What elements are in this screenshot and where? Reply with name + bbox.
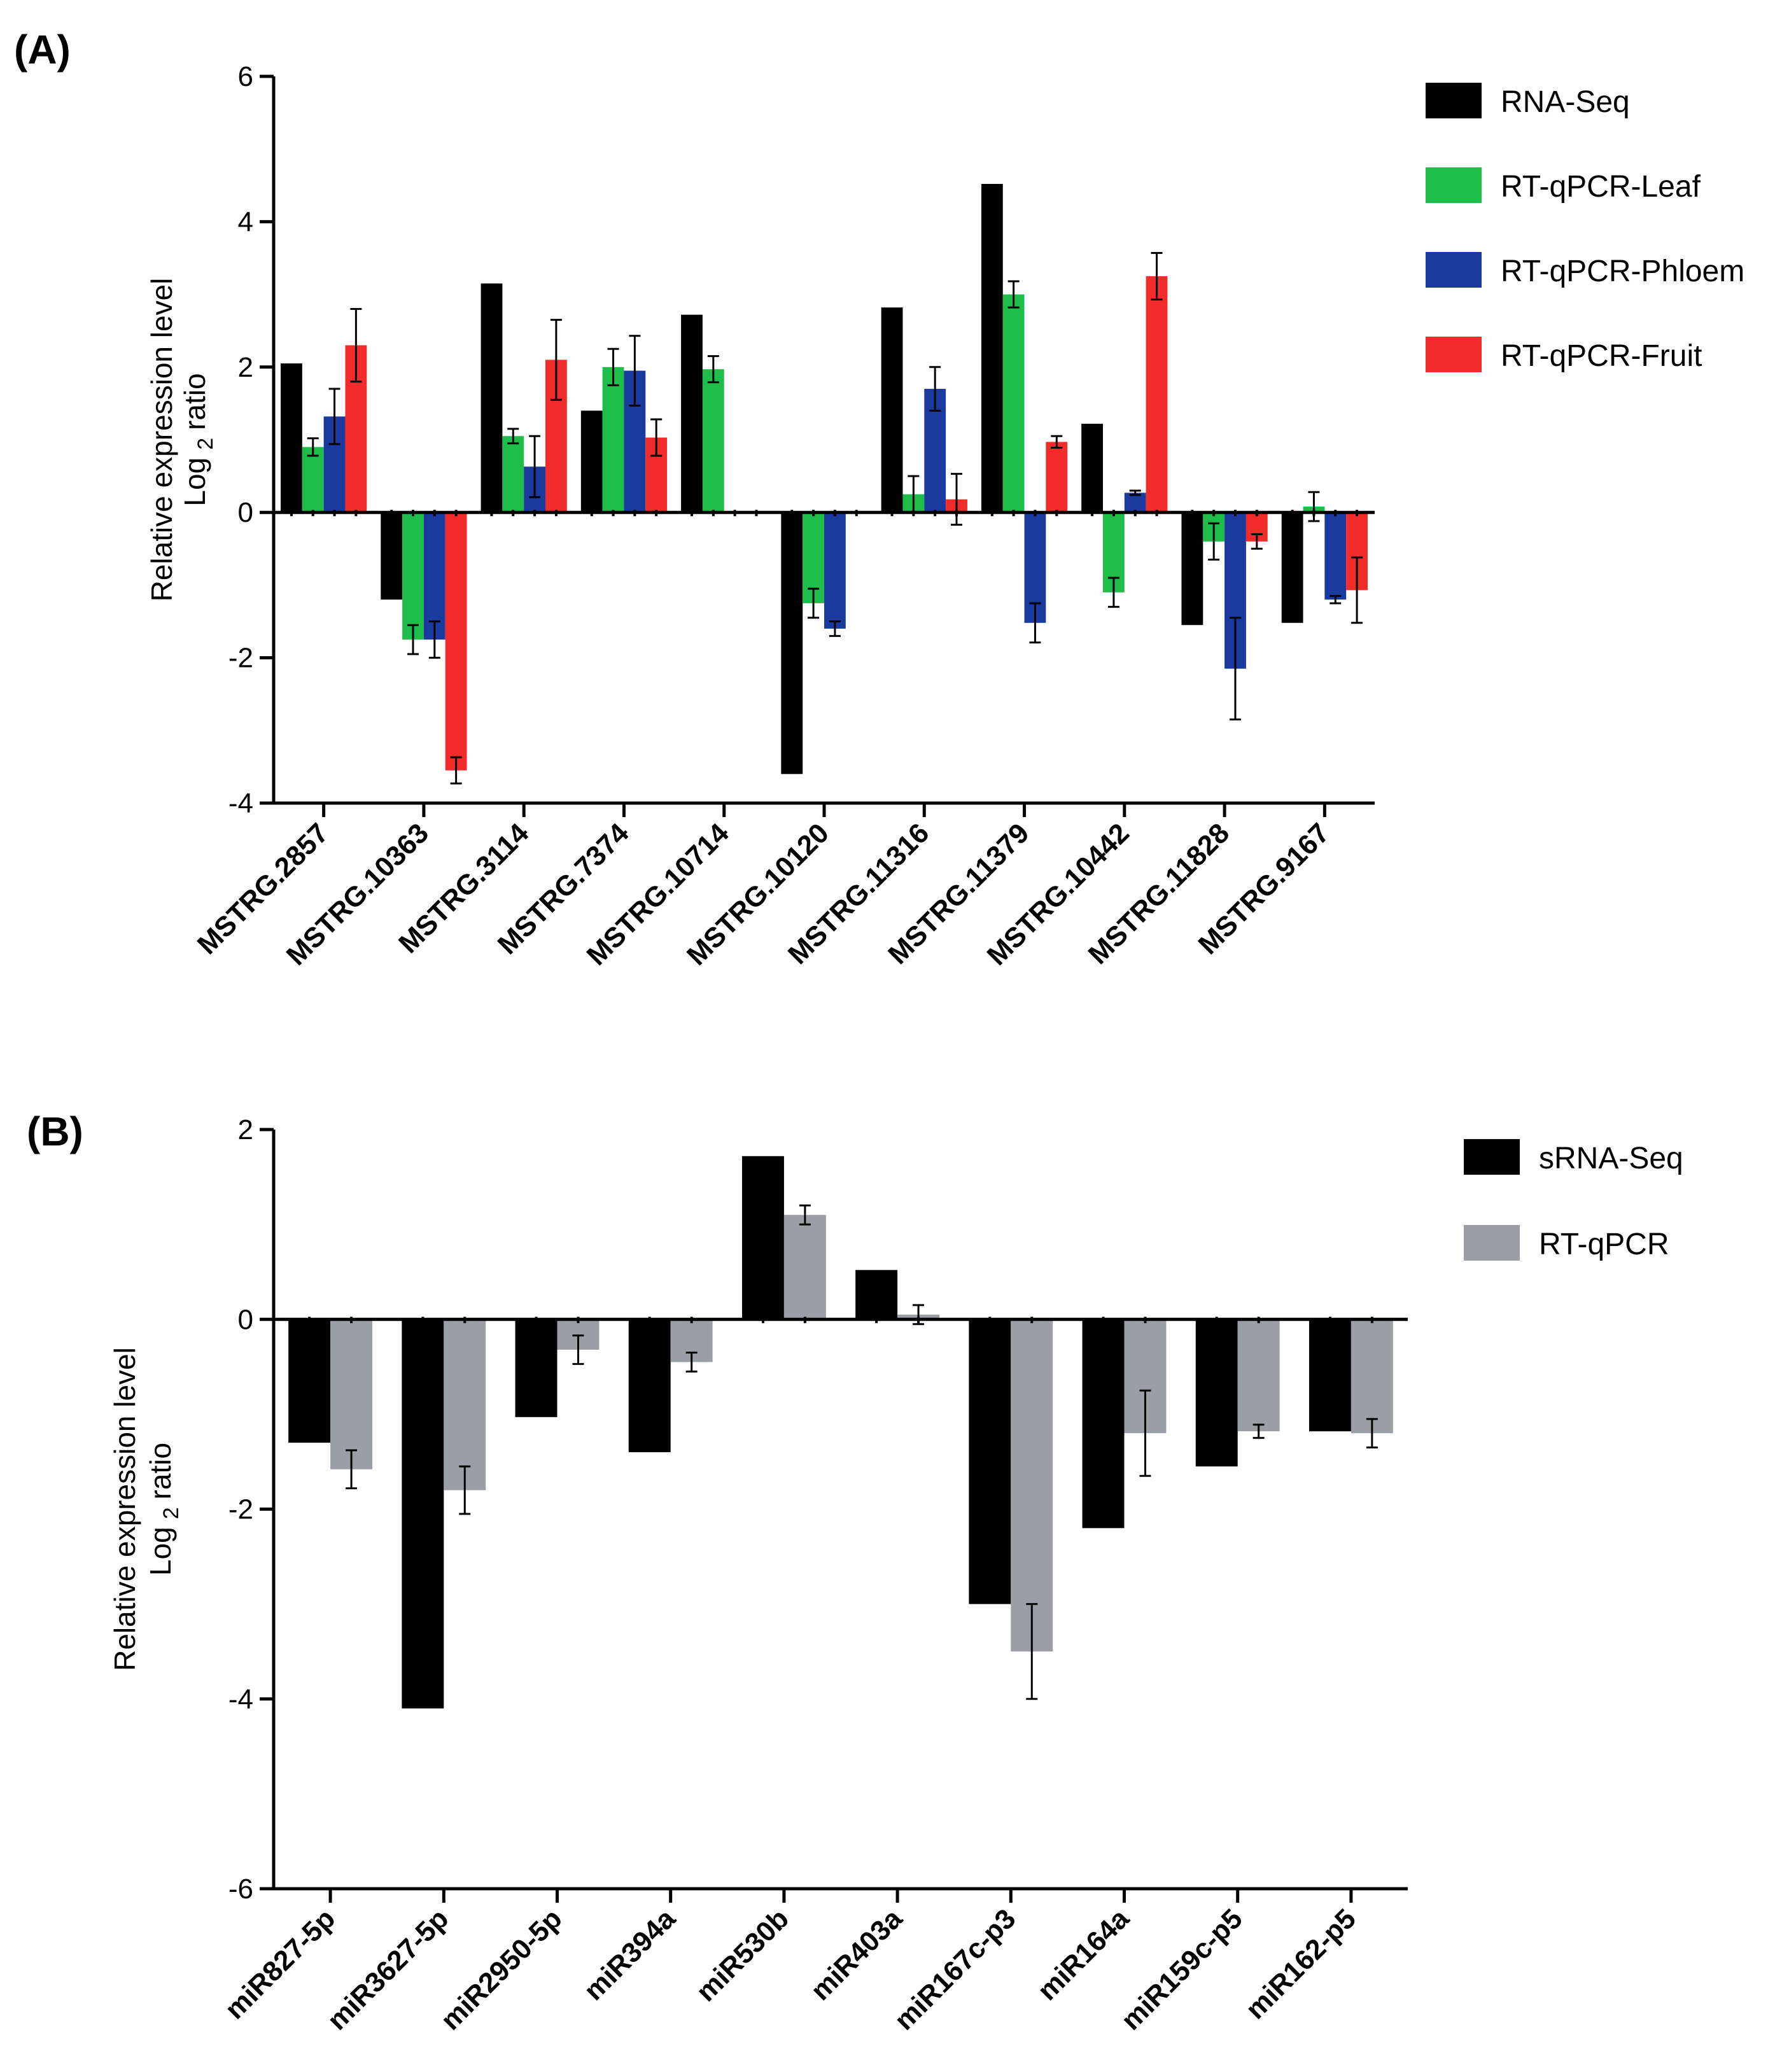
y-tick-label: 4 — [238, 206, 253, 237]
y-axis-subtitle-subscript: 2 — [193, 438, 218, 450]
x-category-label: miR827-5p — [219, 1903, 341, 2025]
y-tick-label: -4 — [228, 788, 253, 819]
bar — [969, 1319, 1011, 1604]
bar — [881, 307, 903, 513]
y-tick-label: 6 — [238, 61, 253, 92]
x-category-label: miR159c-p5 — [1115, 1903, 1248, 2036]
bar — [1124, 493, 1146, 513]
bar — [481, 283, 503, 513]
bar — [1146, 276, 1168, 513]
bar — [515, 1319, 558, 1417]
x-category-label: miR2950-5p — [435, 1903, 568, 2036]
legend-swatch — [1426, 167, 1482, 203]
y-axis-subtitle-log: Log — [178, 458, 211, 507]
legend-swatch — [1426, 252, 1482, 288]
bar — [1011, 1319, 1053, 1652]
y-tick-label: -6 — [228, 1873, 253, 1905]
bar — [1082, 1319, 1125, 1529]
x-category-label: miR167c-p3 — [888, 1903, 1021, 2036]
bar — [580, 410, 603, 513]
y-axis-subtitle: Log 2 ratio — [178, 373, 218, 506]
y-axis-subtitle-ratio: ratio — [178, 373, 211, 430]
y-axis-subtitle-ratio: ratio — [144, 1443, 177, 1499]
y-tick-label: 0 — [238, 497, 253, 528]
bar — [1181, 512, 1203, 626]
bar — [824, 512, 846, 629]
bar — [741, 1156, 784, 1320]
x-category-label: miR530b — [691, 1903, 795, 2007]
y-tick-label: 2 — [238, 352, 253, 383]
legend-label: sRNA-Seq — [1539, 1142, 1683, 1175]
panel-label: (B) — [27, 1109, 83, 1154]
y-axis-subtitle: Log 2 ratio — [144, 1443, 183, 1576]
bar — [288, 1319, 331, 1443]
legend-label: RT-qPCR-Leaf — [1501, 170, 1701, 204]
bar — [445, 512, 467, 771]
bar — [1351, 1319, 1393, 1434]
bar — [781, 512, 803, 774]
legend-label: RNA-Seq — [1501, 85, 1630, 119]
y-tick-label: -2 — [228, 643, 253, 674]
bar — [702, 369, 724, 513]
bar — [681, 314, 703, 513]
bar — [1081, 423, 1104, 513]
panel-b-chart: (B) -6 -4 -2 0 2 miR827-5pmiR3627-5pmiR2950-5p… — [27, 1109, 1683, 2036]
y-axis-title: Relative expression level — [108, 1347, 141, 1671]
bar — [281, 363, 302, 513]
bar — [330, 1319, 373, 1469]
y-tick-label: -2 — [228, 1494, 253, 1525]
bar — [1324, 512, 1347, 600]
x-category-label: miR162-p5 — [1240, 1903, 1362, 2025]
y-tick-label: 2 — [238, 1114, 253, 1145]
x-category-label: miR403a — [805, 1903, 909, 2006]
bar — [402, 512, 424, 640]
y-tick-label: 0 — [238, 1304, 253, 1335]
x-category-label: miR164a — [1032, 1903, 1135, 2006]
bar — [1046, 442, 1068, 513]
bar — [981, 184, 1003, 513]
bar — [628, 1319, 671, 1453]
bar — [302, 447, 324, 513]
legend-label: RT-qPCR-Fruit — [1501, 339, 1702, 373]
bar — [502, 436, 524, 513]
bar — [602, 367, 624, 513]
bar — [1281, 512, 1303, 623]
legend-swatch — [1426, 337, 1482, 372]
bar — [381, 512, 403, 600]
legend-swatch — [1464, 1225, 1520, 1261]
x-category-label: miR394a — [578, 1903, 682, 2006]
bar — [1237, 1319, 1280, 1432]
bar — [444, 1319, 486, 1490]
y-axis-subtitle-subscript: 2 — [159, 1507, 183, 1519]
legend-label: RT-qPCR-Phloem — [1501, 255, 1744, 288]
bar — [1308, 1319, 1351, 1432]
legend-swatch — [1426, 83, 1482, 118]
bar — [783, 1215, 826, 1320]
y-axis-title: Relative expression level — [145, 278, 178, 602]
panel-label: (A) — [14, 27, 71, 73]
bar — [1195, 1319, 1238, 1467]
bar — [423, 512, 445, 640]
y-tick-label: -4 — [228, 1684, 253, 1715]
bar — [855, 1270, 898, 1320]
bar — [1002, 294, 1025, 513]
bar — [402, 1319, 444, 1709]
legend-label: RT-qPCR — [1539, 1228, 1669, 1261]
x-category-label: miR3627-5p — [321, 1903, 454, 2036]
panel-a-chart: (A)-4-20246MSTRG.2857MSTRG.10363MSTRG.31… — [14, 27, 1744, 972]
y-axis-subtitle-log: Log — [144, 1527, 177, 1576]
legend-swatch — [1464, 1139, 1520, 1175]
